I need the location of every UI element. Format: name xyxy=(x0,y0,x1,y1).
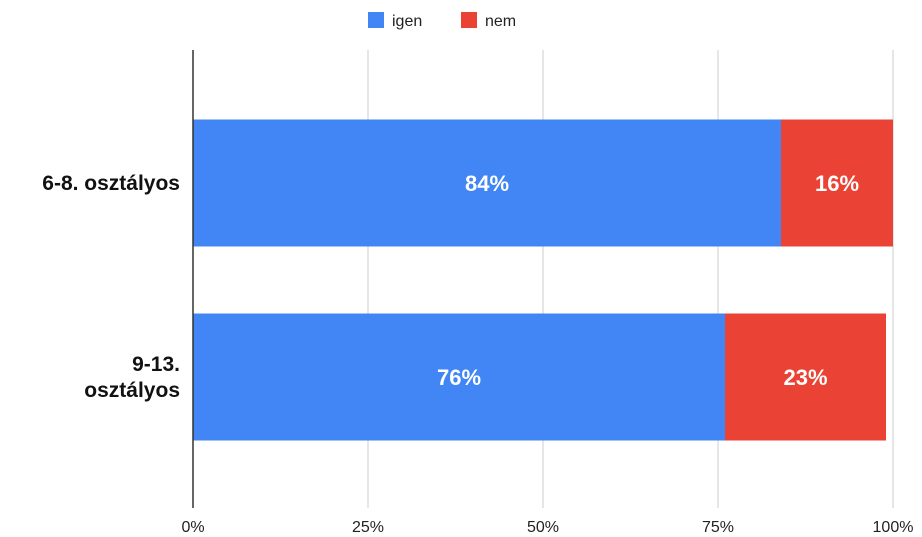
legend-swatch-nem xyxy=(461,12,477,28)
x-tick-label: 100% xyxy=(873,519,914,536)
legend-label-nem: nem xyxy=(485,13,516,30)
category-labels: 6-8. osztályos 9-13. osztályos xyxy=(42,172,180,402)
data-label: 23% xyxy=(783,365,827,390)
category-label: 9-13. xyxy=(132,353,180,376)
x-tick-labels: 0% 25% 50% 75% 100% xyxy=(181,519,913,536)
bars: 84% 16% 76% 23% xyxy=(193,119,893,441)
legend: igen nem xyxy=(368,12,516,30)
bar-segment-igen xyxy=(193,119,781,247)
category-label: 6-8. osztályos xyxy=(42,172,180,195)
x-tick-label: 50% xyxy=(527,519,559,536)
bar-segment-nem xyxy=(725,313,886,441)
x-tick-label: 25% xyxy=(352,519,384,536)
x-tick-label: 75% xyxy=(702,519,734,536)
legend-swatch-igen xyxy=(368,12,384,28)
x-tick-label: 0% xyxy=(181,519,204,536)
data-label: 16% xyxy=(815,171,859,196)
bar-segment-nem xyxy=(781,119,893,247)
data-label: 76% xyxy=(437,365,481,390)
category-label: osztályos xyxy=(84,379,180,402)
legend-label-igen: igen xyxy=(392,13,422,30)
bar-segment-igen xyxy=(193,313,725,441)
data-label: 84% xyxy=(465,171,509,196)
